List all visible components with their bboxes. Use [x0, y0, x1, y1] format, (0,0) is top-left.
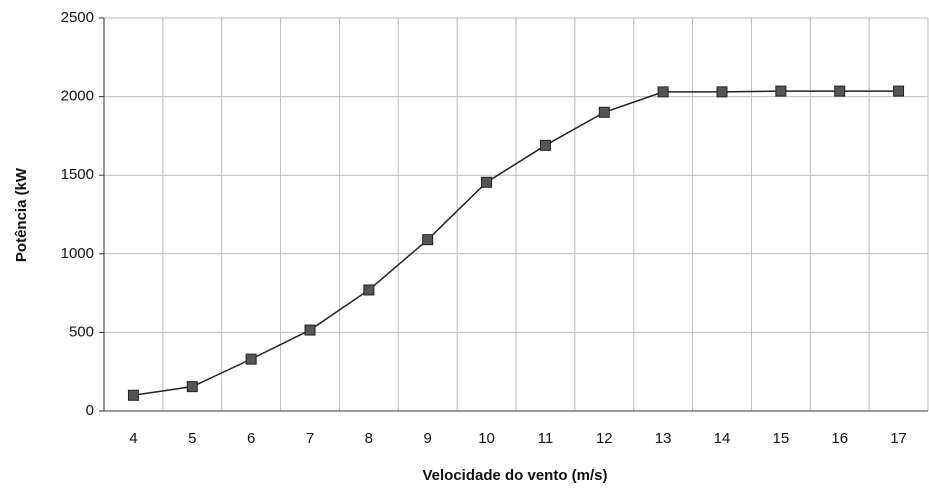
x-tick-label: 7 [306, 430, 314, 447]
marker [834, 85, 846, 97]
marker [481, 176, 493, 188]
marker [304, 324, 316, 336]
y-tick-label: 2500 [61, 9, 94, 26]
marker [422, 234, 434, 246]
x-tick-label: 13 [655, 430, 672, 447]
marker [363, 284, 375, 296]
x-tick-label: 11 [538, 430, 554, 447]
x-tick-label: 5 [188, 430, 196, 447]
x-tick-label: 17 [890, 430, 907, 447]
y-tick-label: 1500 [61, 166, 94, 183]
marker [657, 86, 669, 98]
marker [127, 389, 139, 401]
x-tick-label: 16 [831, 430, 848, 447]
marker [775, 85, 787, 97]
x-tick-label: 6 [247, 430, 255, 447]
y-tick-label: 500 [69, 323, 94, 340]
x-tick-label: 15 [773, 430, 790, 447]
marker [598, 106, 610, 118]
x-tick-label: 9 [424, 430, 432, 447]
x-tick-label: 14 [714, 430, 731, 447]
marker [539, 139, 551, 151]
line [133, 90, 899, 397]
y-axis-title: Potência (kW [13, 167, 30, 262]
x-tick-label: 4 [129, 430, 137, 447]
marker [186, 381, 198, 393]
marker [716, 86, 728, 98]
x-tick-label: 10 [478, 430, 495, 447]
x-tick-label: 8 [365, 430, 373, 447]
x-tick-label: 12 [596, 430, 613, 447]
y-tick-label: 2000 [61, 88, 94, 105]
marker [245, 353, 257, 365]
marker [893, 85, 905, 97]
y-tick-label: 0 [86, 402, 94, 419]
x-axis-title: Velocidade do vento (m/s) [422, 467, 607, 484]
y-tick-label: 1000 [61, 245, 94, 262]
